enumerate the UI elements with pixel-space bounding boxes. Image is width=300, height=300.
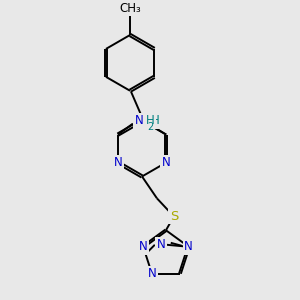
Text: N: N <box>162 156 171 169</box>
Text: N: N <box>134 114 143 127</box>
Text: 2: 2 <box>147 122 154 132</box>
Text: N: N <box>139 240 148 253</box>
Text: CH₃: CH₃ <box>119 2 141 15</box>
Text: N: N <box>156 238 165 251</box>
Text: N: N <box>138 114 146 127</box>
Text: N: N <box>113 156 122 169</box>
Text: H: H <box>146 114 154 127</box>
Text: N: N <box>140 114 148 127</box>
Text: H: H <box>151 114 160 127</box>
Text: N: N <box>184 240 193 253</box>
Text: N: N <box>148 267 156 280</box>
Text: S: S <box>170 210 178 223</box>
